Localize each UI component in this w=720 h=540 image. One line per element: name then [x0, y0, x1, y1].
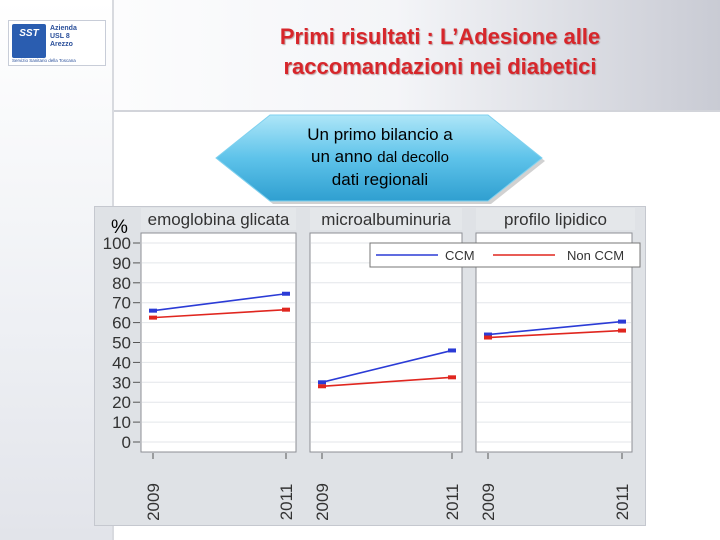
panel-title-1: emoglobina glicata: [148, 210, 290, 229]
logo: SST Azienda USL 8 Arezzo Servizio Sanita…: [8, 20, 106, 66]
chart-area: % 0 10 20 30 40 50 60 70 80 90 100 emoglobina glicat…: [94, 206, 646, 526]
y-tick-label-10: 10: [112, 413, 131, 432]
legend-label-non-ccm: Non CCM: [567, 248, 624, 263]
logo-line-1: Azienda: [50, 25, 77, 32]
logo-text: Azienda USL 8 Arezzo: [50, 25, 102, 49]
series-line-non-ccm-2: [321, 376, 453, 388]
point-ccm-2-2009: [318, 380, 326, 385]
y-tick-label-100: 100: [103, 234, 131, 253]
callout-line-2: un anno dal decollo: [266, 146, 494, 169]
point-ccm-3-2011: [618, 319, 626, 324]
logo-line-2: USL 8: [50, 33, 70, 40]
series-line-ccm-3: [487, 320, 623, 336]
point-ccm-2-2011: [448, 348, 456, 353]
logo-line-3: Arezzo: [50, 41, 73, 48]
slide-title-line-1: Primi risultati : L’Adesione alle: [279, 24, 601, 49]
panel-title-bg-2: [310, 208, 462, 230]
point-non-ccm-3-2011: [618, 328, 626, 333]
callout-text: Un primo bilancio a un anno dal decollo …: [266, 124, 494, 191]
callout-hexagon: Un primo bilancio a un anno dal decollo …: [210, 112, 548, 204]
y-axis-label: %: [111, 217, 128, 238]
slide-title-line-2: raccomandazioni nei diabetici: [283, 54, 597, 79]
series-line-ccm-2: [321, 349, 453, 384]
callout-line-3: dati regionali: [331, 170, 429, 189]
series-line-non-ccm-3: [487, 329, 623, 339]
y-tick-label-60: 60: [112, 314, 131, 333]
point-ccm-1-2011: [282, 291, 290, 296]
y-tick-label-40: 40: [112, 353, 131, 372]
x-tick-label-2-2011: 2011: [443, 484, 462, 521]
x-tick-label-1-2011: 2011: [277, 484, 296, 521]
y-tick-label-70: 70: [112, 294, 131, 313]
callout-line-2b: dal decollo: [377, 149, 449, 166]
point-ccm-3-2009: [484, 332, 492, 337]
logo-mark: SST: [12, 24, 46, 58]
point-non-ccm-1-2009: [149, 315, 157, 320]
panel-title-bg-3: [476, 208, 635, 230]
y-tick-label-0: 0: [122, 433, 131, 452]
x-tick-label-1-2009: 2009: [144, 483, 163, 521]
callout-line-2a: un anno: [311, 147, 378, 166]
y-tick-label-50: 50: [112, 334, 131, 353]
legend-label-ccm: CCM: [445, 248, 475, 263]
slide-title: Primi risultati : L’Adesione alle raccom…: [180, 22, 700, 82]
point-non-ccm-2-2009: [318, 384, 326, 389]
header-band: [0, 0, 720, 110]
point-ccm-1-2009: [149, 308, 157, 313]
point-non-ccm-1-2011: [282, 307, 290, 312]
logo-subtitle: Servizio Sanitario della Toscana: [12, 58, 76, 63]
y-tick-label-30: 30: [112, 373, 131, 392]
side-band: [0, 0, 112, 540]
y-tick-label-20: 20: [112, 393, 131, 412]
panel-title-3: profilo lipidico: [504, 210, 607, 229]
x-tick-label-2-2009: 2009: [313, 483, 332, 521]
panel-title-2: microalbuminuria: [321, 210, 451, 229]
panel-title-bg-1: [141, 208, 296, 230]
callout-shape: [215, 114, 545, 204]
x-tick-label-3-2009: 2009: [479, 483, 498, 521]
x-tick-label-3-2011: 2011: [613, 484, 632, 521]
series-line-ccm-1: [152, 292, 287, 312]
header-divider: [112, 110, 720, 112]
y-tick-label-80: 80: [112, 274, 131, 293]
point-non-ccm-2-2011: [448, 375, 456, 380]
series-line-non-ccm-1: [152, 308, 287, 319]
point-non-ccm-3-2009: [484, 335, 492, 340]
callout-line-1: Un primo bilancio a: [307, 125, 453, 144]
y-tick-label-90: 90: [112, 254, 131, 273]
